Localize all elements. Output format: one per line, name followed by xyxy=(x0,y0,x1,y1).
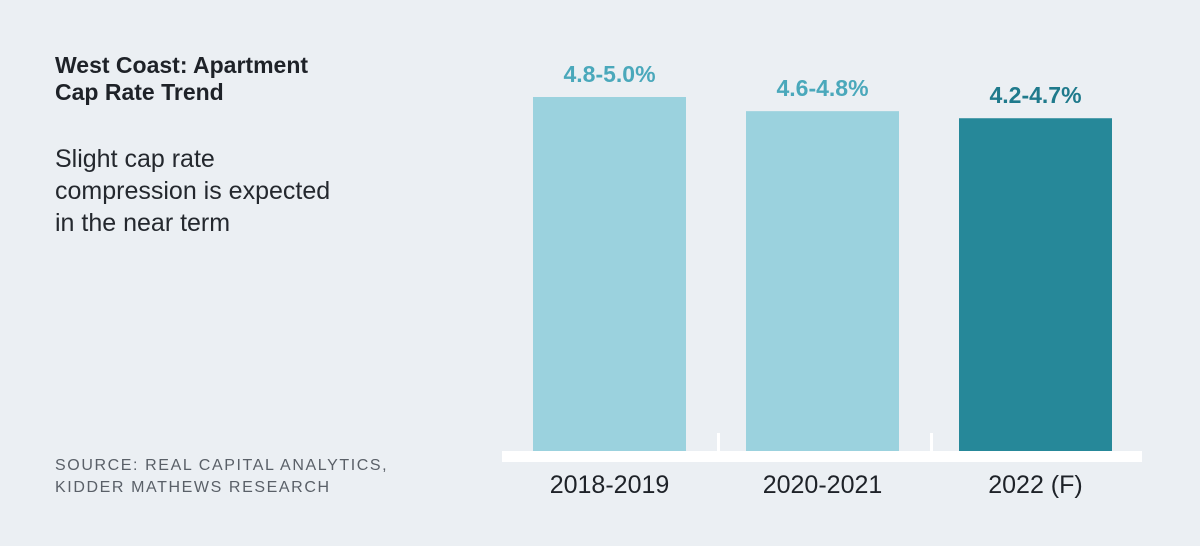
category-label-3: 2022 (F) xyxy=(988,471,1082,499)
chart-title-line-2: Cap Rate Trend xyxy=(55,79,224,105)
source-note: SOURCE: REAL CAPITAL ANALYTICS, KIDDER M… xyxy=(55,455,475,499)
chart-title-line-1: West Coast: Apartment xyxy=(55,52,309,78)
category-label-1: 2018-2019 xyxy=(550,471,670,499)
bar-value-label-3: 4.2-4.7% xyxy=(989,82,1081,108)
bar-3 xyxy=(959,118,1112,452)
source-line-2: KIDDER MATHEWS RESEARCH xyxy=(55,479,331,496)
x-axis-tick-2 xyxy=(930,433,933,451)
subtitle-line-3: in the near term xyxy=(55,209,231,237)
bar-2 xyxy=(746,111,899,451)
bar-value-label-1: 4.8-5.0% xyxy=(563,61,655,87)
x-axis-tick-1 xyxy=(717,433,720,451)
chart-subtitle: Slight cap rate compression is expected … xyxy=(55,143,435,239)
category-label-2: 2020-2021 xyxy=(763,471,883,499)
bar-value-label-2: 4.6-4.8% xyxy=(776,75,868,101)
subtitle-line-1: Slight cap rate xyxy=(55,145,215,173)
bar-1 xyxy=(533,97,686,451)
chart-title: West Coast: Apartment Cap Rate Trend xyxy=(55,52,435,106)
source-line-1: SOURCE: REAL CAPITAL ANALYTICS, xyxy=(55,457,389,474)
subtitle-line-2: compression is expected xyxy=(55,177,331,205)
x-axis-line xyxy=(502,451,1142,462)
